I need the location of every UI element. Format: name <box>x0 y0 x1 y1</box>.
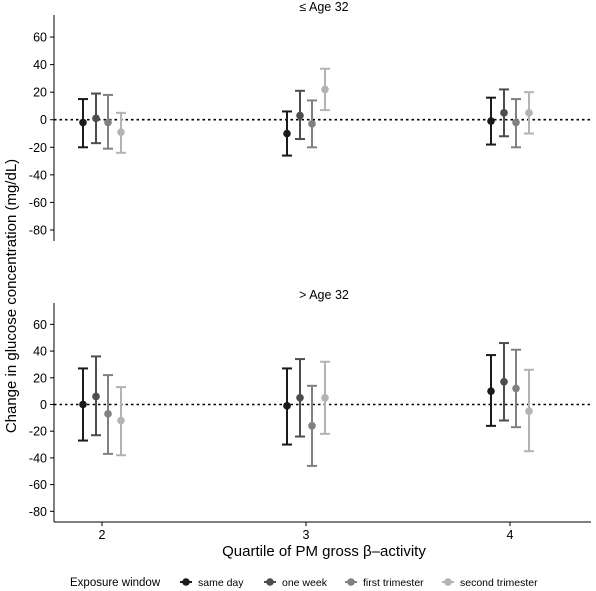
legend-label: first trimester <box>363 577 424 589</box>
x-axis-title: Quartile of PM gross β–activity <box>222 543 426 560</box>
panel-title: > Age 32 <box>299 288 349 302</box>
legend-item: one week <box>264 577 328 589</box>
y-tick-label: 40 <box>33 345 47 359</box>
point-estimate <box>512 118 520 127</box>
point-estimate <box>487 117 495 125</box>
y-tick-label: 60 <box>33 318 47 332</box>
y-tick-label: -20 <box>29 141 47 155</box>
legend-label: one week <box>282 577 328 589</box>
y-tick-label: 20 <box>33 86 47 100</box>
legend-item: second trimester <box>442 577 538 589</box>
point-estimate <box>104 118 112 127</box>
point-estimate <box>92 392 100 401</box>
point-estimate <box>117 416 125 425</box>
y-tick-label: 60 <box>33 31 47 45</box>
y-tick-label: -20 <box>29 425 47 439</box>
point-estimate <box>500 377 508 386</box>
y-tick-label: 0 <box>40 113 47 127</box>
point-estimate <box>512 384 520 393</box>
legend-item: same day <box>180 577 244 589</box>
point-estimate <box>92 114 100 123</box>
point-estimate <box>500 109 508 117</box>
y-tick-label: 0 <box>40 398 47 412</box>
y-tick-label: -60 <box>29 478 47 492</box>
y-tick-label: 40 <box>33 58 47 72</box>
point-estimate <box>283 402 291 410</box>
x-tick-label: 3 <box>303 528 310 542</box>
point-estimate <box>308 422 316 430</box>
x-tick-label: 2 <box>99 528 106 542</box>
point-estimate <box>117 128 125 136</box>
y-tick-label: -80 <box>29 223 47 237</box>
legend-label: same day <box>198 577 244 589</box>
legend-title: Exposure window <box>70 577 161 589</box>
panel-title: ≤ Age 32 <box>299 0 348 14</box>
point-estimate <box>296 111 304 120</box>
x-tick-label: 4 <box>507 528 514 542</box>
point-estimate <box>308 120 316 128</box>
y-tick-label: -40 <box>29 451 47 465</box>
legend-key-point <box>444 578 452 586</box>
point-estimate <box>525 407 533 415</box>
point-estimate <box>321 394 329 402</box>
legend-key-point <box>266 578 274 586</box>
point-estimate <box>104 410 112 418</box>
point-estimate <box>487 387 495 395</box>
point-estimate <box>321 85 329 94</box>
y-tick-label: -60 <box>29 196 47 210</box>
y-axis-title: Change in glucose concentration (mg/dL) <box>3 159 20 433</box>
panel-1: ≤ Age 32 60 40 20 0 -20 -40 -60 -80 <box>29 0 591 241</box>
legend-item: first trimester <box>345 577 424 589</box>
point-estimate <box>296 394 304 402</box>
y-tick-label: -40 <box>29 168 47 182</box>
y-tick-label: -80 <box>29 505 47 519</box>
y-tick-label: 20 <box>33 371 47 385</box>
legend-key-point <box>347 578 355 586</box>
point-estimate <box>79 118 87 127</box>
point-estimate <box>525 109 533 117</box>
legend-label: second trimester <box>460 577 538 589</box>
point-estimate <box>283 129 291 138</box>
point-estimate <box>79 400 87 409</box>
panel-2: > Age 32 60 40 20 0 -20 -40 -60 -80 2 3 4 <box>29 288 591 542</box>
legend-key-point <box>182 578 190 586</box>
legend: Exposure window same day one week first tr… <box>70 577 538 589</box>
